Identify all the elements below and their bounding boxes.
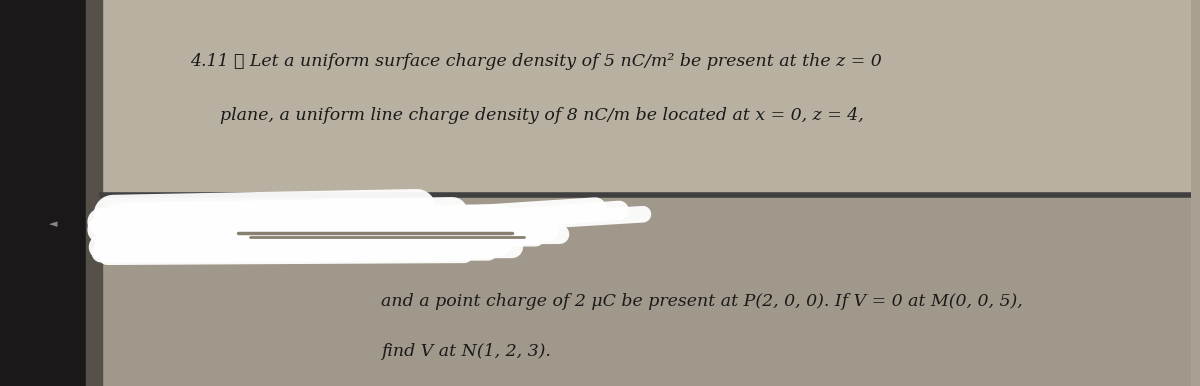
Bar: [102, 195, 1190, 386]
Bar: [85, 0, 102, 386]
Bar: [0, 0, 85, 386]
Text: find V at N(1, 2, 3).: find V at N(1, 2, 3).: [382, 343, 551, 360]
Text: 4.11 ❘ Let a uniform surface charge density of 5 nC/m² be present at the z = 0: 4.11 ❘ Let a uniform surface charge dens…: [191, 53, 882, 70]
Text: ◄: ◄: [49, 219, 58, 229]
Bar: [102, 0, 1190, 195]
Text: plane, a uniform line charge density of 8 nC/m be located at x = 0, z = 4,: plane, a uniform line charge density of …: [221, 107, 864, 124]
Text: and a point charge of 2 μC be present at P(2, 0, 0). If V = 0 at M(0, 0, 5),: and a point charge of 2 μC be present at…: [382, 293, 1022, 310]
